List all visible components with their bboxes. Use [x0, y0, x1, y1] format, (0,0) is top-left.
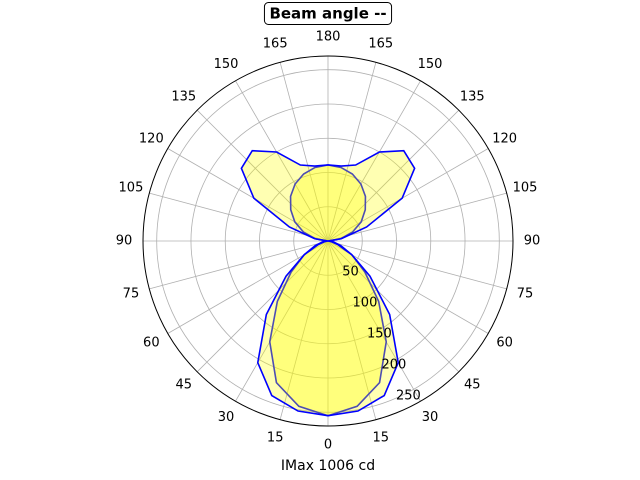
chart-title: Beam angle --: [269, 5, 386, 23]
angle-tick-label: 15: [373, 431, 390, 446]
angle-tick-label: 180: [316, 30, 341, 45]
angle-grid-line: [149, 240, 329, 290]
radial-grid-circle: [190, 103, 466, 379]
angle-tick-label: 0: [324, 438, 332, 453]
lobe-fill: [241, 150, 328, 416]
angle-tick-label: 150: [418, 57, 443, 72]
title-box: [263, 2, 393, 25]
angle-tick-label: 45: [175, 378, 192, 393]
x-axis-label: IMax 1006 cd: [281, 458, 375, 474]
angle-tick-label: 75: [517, 286, 534, 301]
radial-tick-label: 200: [382, 358, 407, 373]
angle-grid-line: [327, 109, 460, 242]
lobe-fill: [328, 150, 415, 416]
angle-tick-label: 90: [116, 234, 133, 249]
radial-grid-circle: [259, 172, 397, 310]
intensity-curve: [240, 149, 329, 417]
angle-tick-label: 45: [464, 378, 481, 393]
angle-tick-label: 150: [214, 57, 239, 72]
angle-tick-label: 90: [524, 234, 541, 249]
angle-grid-line: [196, 240, 329, 373]
radial-grid-circle: [293, 206, 363, 276]
angle-grid-line: [279, 62, 329, 242]
radial-grid-circle: [156, 69, 500, 413]
angle-tick-label: 60: [143, 336, 160, 351]
angle-grid-line: [327, 240, 507, 290]
angle-grid-line: [327, 240, 489, 334]
angle-grid-line: [327, 240, 460, 373]
radial-grid-circle: [224, 137, 432, 345]
angle-grid-line: [327, 240, 421, 402]
angle-grid-line: [235, 240, 329, 402]
angle-tick-label: 30: [422, 410, 439, 425]
lobe-fill: [328, 164, 387, 416]
radial-tick-label: 250: [396, 389, 421, 404]
polar-spine: [142, 55, 514, 427]
angle-grid-line: [327, 62, 377, 242]
angle-tick-label: 60: [496, 336, 513, 351]
angle-grid-line: [327, 240, 377, 420]
angle-tick-label: 165: [368, 36, 393, 51]
angle-tick-label: 135: [460, 89, 485, 104]
angle-tick-label: 30: [218, 410, 235, 425]
angle-tick-label: 105: [513, 181, 538, 196]
radial-tick-label: 50: [342, 265, 359, 280]
angle-tick-label: 15: [267, 431, 284, 446]
lobe-fill: [269, 164, 328, 416]
angle-tick-label: 120: [139, 132, 164, 147]
angle-tick-label: 135: [171, 89, 196, 104]
angle-grid-line: [196, 109, 329, 242]
angle-grid-line: [327, 148, 489, 242]
angle-grid-line: [167, 148, 329, 242]
angle-tick-label: 105: [119, 181, 144, 196]
radial-tick-label: 150: [367, 327, 392, 342]
angle-tick-label: 120: [492, 132, 517, 147]
radial-tick-label: 100: [353, 296, 378, 311]
angle-grid-line: [149, 192, 329, 242]
angle-grid-line: [327, 192, 507, 242]
angle-grid-line: [235, 80, 329, 242]
angle-tick-label: 75: [123, 286, 140, 301]
angle-grid-line: [167, 240, 329, 334]
angle-grid-line: [279, 240, 329, 420]
angle-tick-label: 165: [263, 36, 288, 51]
angle-grid-line: [327, 80, 421, 242]
